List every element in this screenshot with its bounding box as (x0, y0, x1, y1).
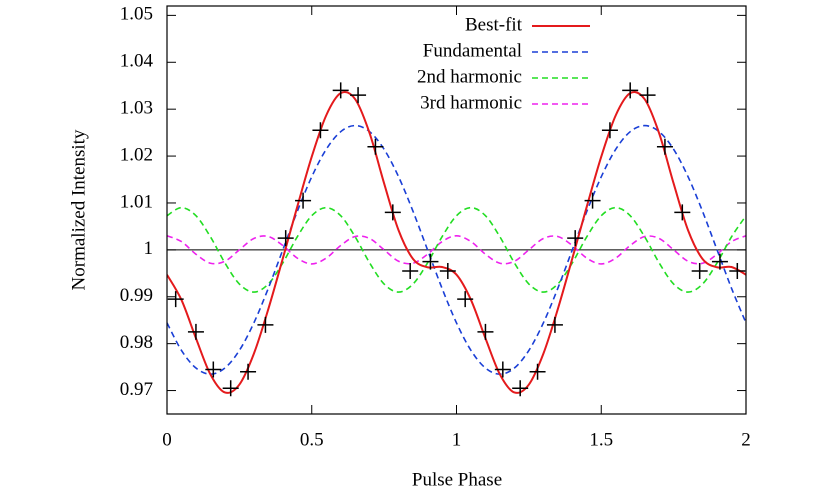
data-point (422, 253, 439, 270)
y-tick-label: 1.05 (120, 4, 153, 25)
data-point (494, 361, 511, 378)
data-point (711, 253, 728, 270)
legend-label: Fundamental (423, 40, 522, 61)
data-point (567, 230, 584, 247)
y-tick-label: 1.01 (120, 191, 153, 212)
data-point (222, 380, 239, 397)
data-point (205, 361, 222, 378)
data-point (367, 138, 384, 155)
y-axis-label: Normalized Intensity (68, 129, 89, 290)
data-point (439, 262, 456, 279)
x-tick-label: 1 (452, 429, 462, 450)
data-point (639, 87, 656, 104)
data-point (584, 192, 601, 209)
legend-label: Best-fit (465, 14, 523, 35)
data-point (601, 122, 618, 139)
data-point (350, 87, 367, 104)
data-point (477, 323, 494, 340)
y-tick-label: 0.97 (120, 379, 153, 400)
x-tick-label: 0.5 (300, 429, 324, 450)
y-tick-label: 1.02 (120, 144, 153, 165)
plot-frame (166, 5, 747, 415)
data-point (656, 138, 673, 155)
data-point (167, 291, 184, 308)
data-point (691, 262, 708, 279)
data-point (622, 82, 639, 99)
data-point (402, 262, 419, 279)
data-point (332, 82, 349, 99)
series-line (167, 234, 746, 265)
data-point (312, 122, 329, 139)
y-tick-label: 0.98 (120, 332, 153, 353)
data-point (295, 192, 312, 209)
x-tick-label: 2 (741, 429, 751, 450)
x-tick-label: 0 (162, 429, 172, 450)
y-tick-label: 1.04 (120, 51, 154, 72)
data-point (729, 262, 746, 279)
data-point (187, 323, 204, 340)
y-tick-label: 1.03 (120, 98, 153, 119)
data-point (546, 316, 563, 333)
legend-label: 3rd harmonic (420, 92, 522, 113)
data-point (674, 204, 691, 221)
x-axis-label: Pulse Phase (412, 469, 502, 490)
data-point (457, 291, 474, 308)
data-point (257, 316, 274, 333)
data-point (240, 363, 257, 380)
series-line (167, 206, 746, 293)
data-point (529, 363, 546, 380)
series-line (167, 124, 746, 375)
x-tick-label: 1.5 (589, 429, 613, 450)
y-tick-label: 0.99 (120, 285, 153, 306)
series-line (167, 91, 746, 394)
y-tick-label: 1 (144, 238, 154, 259)
legend-label: 2nd harmonic (417, 66, 522, 87)
data-point (384, 204, 401, 221)
data-point (512, 380, 529, 397)
data-point (277, 230, 294, 247)
